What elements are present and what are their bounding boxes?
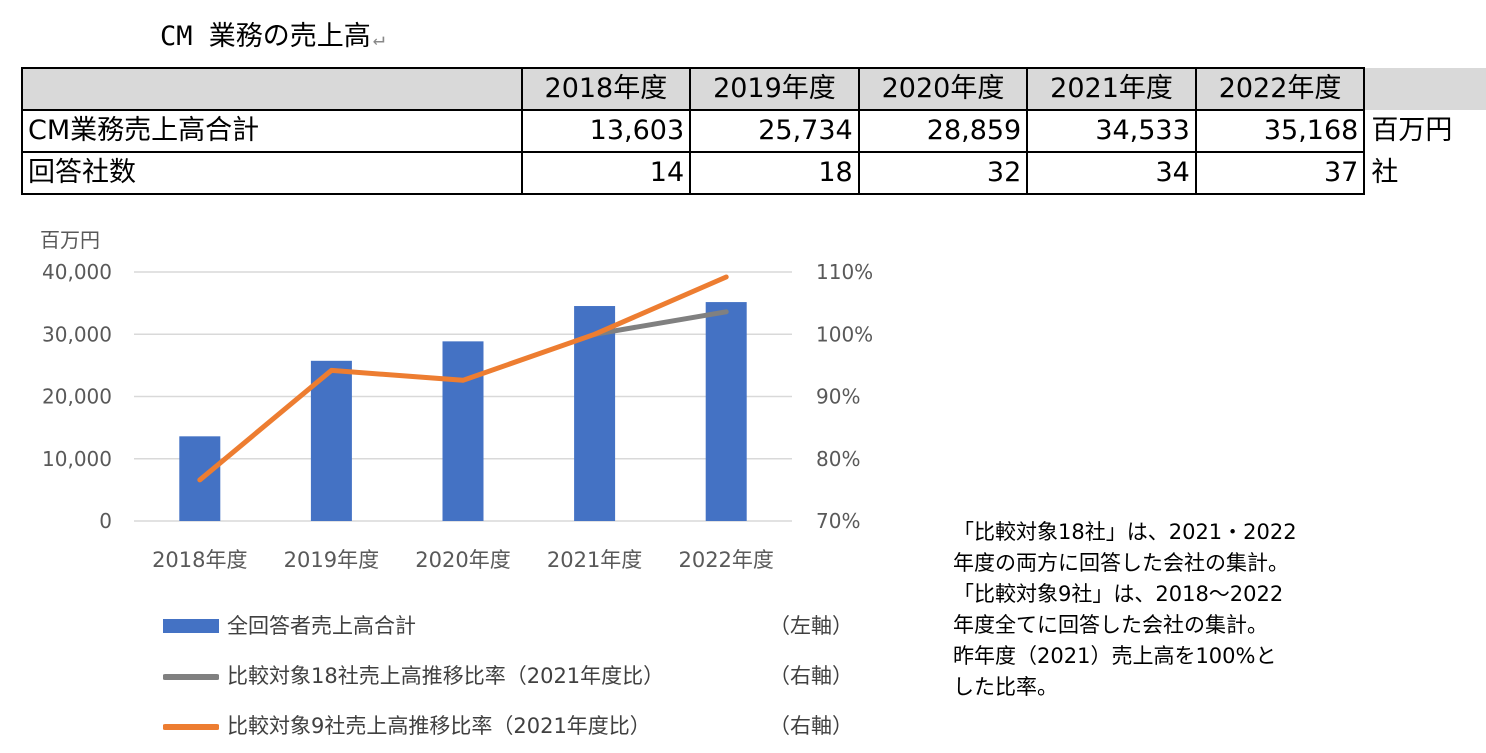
note-line: した比率。 bbox=[953, 675, 1058, 699]
return-mark: ↵ bbox=[372, 26, 385, 50]
tick-layer: 0 70% 10,000 80% 20,000 90% 30,000 100% 40,000 11… bbox=[42, 260, 873, 572]
table-row: CM業務売上高合計 13,603 25,734 28,859 34,533 35… bbox=[21, 109, 1486, 153]
legend-item: 比較対象9社売上高推移比率（2021年度比） （右軸） bbox=[163, 706, 863, 742]
row-label: CM業務売上高合計 bbox=[21, 109, 523, 153]
note-line: 「比較対象18社」は、2021・2022 bbox=[953, 520, 1297, 544]
table-cell: 34,533 bbox=[1026, 109, 1197, 153]
note-line: 年度の両方に回答した会社の集計。 bbox=[953, 551, 1289, 575]
left-axis-unit: 百万円 bbox=[40, 228, 100, 252]
row-unit: 百万円 bbox=[1363, 110, 1486, 152]
table-cell: 14 bbox=[520, 151, 692, 195]
table-header-cell: 2020年度 bbox=[857, 67, 1029, 111]
legend-line-swatch bbox=[163, 674, 219, 680]
chart-note: 「比較対象18社」は、2021・2022 年度の両方に回答した会社の集計。 「比… bbox=[953, 517, 1373, 703]
bar bbox=[442, 341, 484, 521]
note-line: 年度全てに回答した会社の集計。 bbox=[953, 613, 1268, 637]
bar bbox=[705, 302, 747, 521]
line-layer bbox=[197, 274, 729, 483]
legend-label: 全回答者売上高合計 bbox=[227, 614, 416, 638]
series-line bbox=[197, 274, 729, 483]
table-cell: 35,168 bbox=[1194, 109, 1366, 153]
right-axis-tick-label: 70% bbox=[816, 509, 860, 533]
row-label: 回答社数 bbox=[21, 151, 523, 195]
table-cell: 28,859 bbox=[857, 109, 1029, 153]
note-line: 昨年度（2021）売上高を100%と bbox=[953, 644, 1277, 668]
table-header-cell: 2018年度 bbox=[520, 67, 692, 111]
table-cell: 37 bbox=[1194, 151, 1366, 195]
legend-bar-swatch bbox=[163, 619, 219, 633]
table-header-cell: 2021年度 bbox=[1026, 67, 1197, 111]
table-cell: 34 bbox=[1026, 151, 1197, 195]
x-axis-tick-label: 2020年度 bbox=[415, 548, 510, 572]
right-axis-tick-label: 80% bbox=[816, 447, 860, 471]
legend-axis-label: （左軸） bbox=[769, 614, 853, 638]
x-axis-tick-label: 2022年度 bbox=[678, 548, 773, 572]
legend-axis-label: （右軸） bbox=[769, 714, 853, 738]
legend-item: 比較対象18社売上高推移比率（2021年度比） （右軸） bbox=[163, 656, 863, 692]
left-axis-tick-label: 30,000 bbox=[42, 322, 112, 346]
left-axis-tick-label: 40,000 bbox=[42, 260, 112, 284]
table-row: 回答社数 14 18 32 34 37 社 bbox=[21, 151, 1486, 195]
left-axis-tick-label: 20,000 bbox=[42, 385, 112, 409]
legend-line-swatch bbox=[163, 724, 219, 730]
summary-table: 2018年度 2019年度 2020年度 2021年度 2022年度 CM業務売… bbox=[21, 67, 1486, 195]
note-line: 「比較対象9社」は、2018～2022 bbox=[953, 582, 1284, 606]
x-axis-tick-label: 2018年度 bbox=[152, 548, 247, 572]
legend-axis-label: （右軸） bbox=[769, 664, 853, 688]
page-title: CM 業務の売上高 ↵ bbox=[160, 14, 385, 53]
table-header-cell: 2019年度 bbox=[689, 67, 860, 111]
table-header-row: 2018年度 2019年度 2020年度 2021年度 2022年度 bbox=[21, 67, 1486, 111]
left-axis-tick-label: 0 bbox=[99, 509, 112, 533]
series-line bbox=[592, 309, 729, 337]
x-axis-tick-label: 2021年度 bbox=[547, 548, 642, 572]
table-cell: 32 bbox=[857, 151, 1029, 195]
right-axis-tick-label: 90% bbox=[816, 385, 860, 409]
table-unit-spacer bbox=[1363, 68, 1486, 110]
left-axis-tick-label: 10,000 bbox=[42, 447, 112, 471]
bar bbox=[574, 306, 616, 521]
right-axis-tick-label: 100% bbox=[816, 322, 873, 346]
bar bbox=[310, 360, 352, 521]
table-cell: 25,734 bbox=[689, 109, 860, 153]
legend-label: 比較対象9社売上高推移比率（2021年度比） bbox=[227, 714, 651, 738]
table-cell: 18 bbox=[689, 151, 860, 195]
legend-label: 比較対象18社売上高推移比率（2021年度比） bbox=[227, 664, 665, 688]
combo-chart: 百万円 0 70% 10,000 80% 20,000 90% 30,000 100% 40,0… bbox=[40, 228, 873, 572]
x-axis-tick-label: 2019年度 bbox=[284, 548, 379, 572]
page-title-text: CM 業務の売上高 bbox=[160, 21, 371, 52]
legend-item: 全回答者売上高合計 （左軸） bbox=[163, 606, 863, 642]
table-header-cell: 2022年度 bbox=[1194, 67, 1366, 111]
right-axis-tick-label: 110% bbox=[816, 260, 873, 284]
row-unit: 社 bbox=[1363, 152, 1486, 194]
bar-layer bbox=[179, 302, 747, 521]
table-cell: 13,603 bbox=[520, 109, 692, 153]
table-corner-cell bbox=[21, 67, 523, 111]
